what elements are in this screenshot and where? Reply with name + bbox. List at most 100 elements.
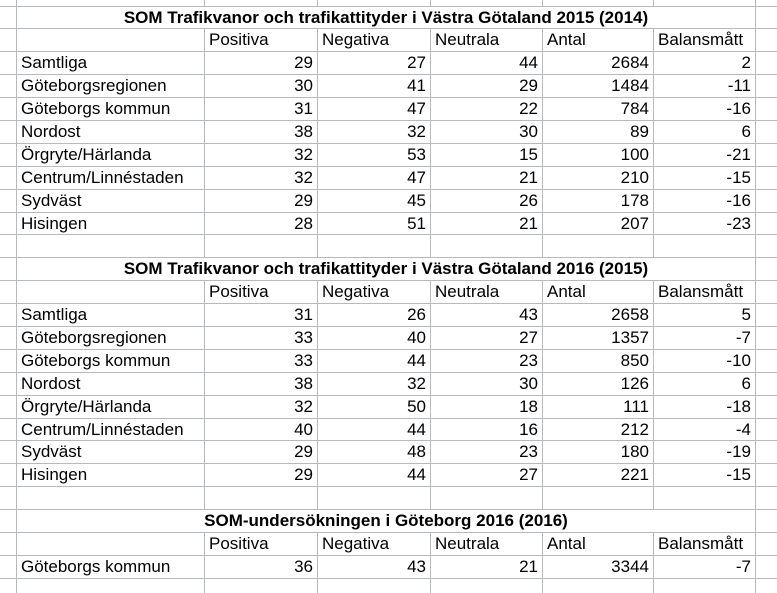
cell-neutrala[interactable]: 26 [431,189,543,212]
column-header-negativa[interactable]: Negativa [318,281,431,304]
cell-negativa[interactable]: 27 [318,52,431,75]
cell-neutrala[interactable]: 18 [431,395,543,418]
cell-balansmatt[interactable]: -16 [654,189,756,212]
column-header-balansmatt[interactable]: Balansmått [654,29,756,52]
cell-antal[interactable]: 2658 [543,304,654,326]
cell-positiva[interactable]: 31 [205,98,318,120]
cell-positiva[interactable]: 40 [205,418,318,441]
cell-negativa[interactable]: 32 [318,120,431,143]
cell-neutrala[interactable]: 21 [431,166,543,189]
cell-positiva[interactable]: 38 [205,120,318,143]
cell-negativa[interactable]: 53 [318,143,431,166]
cell-balansmatt[interactable]: -7 [654,326,756,349]
column-header-antal[interactable]: Antal [543,281,654,304]
cell-antal[interactable]: 180 [543,441,654,464]
row-label[interactable]: Centrum/Linnéstaden [17,418,205,441]
row-label[interactable]: Örgryte/Härlanda [17,395,205,418]
cell-neutrala[interactable]: 21 [431,212,543,235]
row-label[interactable]: Hisingen [17,212,205,235]
cell-balansmatt[interactable]: -4 [654,418,756,441]
cell-balansmatt[interactable]: -10 [654,349,756,372]
cell-balansmatt[interactable]: -18 [654,395,756,418]
cell-balansmatt[interactable]: -7 [654,555,756,578]
row-label[interactable]: Nordost [17,120,205,143]
cell-negativa[interactable]: 44 [318,464,431,487]
column-header-antal[interactable]: Antal [543,532,654,555]
cell-positiva[interactable]: 31 [205,304,318,326]
cell-negativa[interactable]: 41 [318,75,431,98]
cell-balansmatt[interactable]: -15 [654,166,756,189]
cell-negativa[interactable]: 32 [318,372,431,395]
cell-positiva[interactable]: 29 [205,189,318,212]
cell-antal[interactable]: 2684 [543,52,654,75]
cell-positiva[interactable]: 30 [205,75,318,98]
column-header-neutrala[interactable]: Neutrala [431,532,543,555]
cell-neutrala[interactable]: 29 [431,75,543,98]
cell-antal[interactable]: 100 [543,143,654,166]
column-header-balansmatt[interactable]: Balansmått [654,532,756,555]
cell-positiva[interactable]: 33 [205,349,318,372]
cell-balansmatt[interactable]: -21 [654,143,756,166]
cell-negativa[interactable]: 40 [318,326,431,349]
row-label[interactable]: Sydväst [17,441,205,464]
cell-positiva[interactable]: 32 [205,166,318,189]
cell-negativa[interactable]: 45 [318,189,431,212]
cell-antal[interactable]: 178 [543,189,654,212]
column-header-neutrala[interactable]: Neutrala [431,29,543,52]
cell-positiva[interactable]: 29 [205,52,318,75]
cell-balansmatt[interactable]: -16 [654,98,756,120]
row-label[interactable]: Samtliga [17,52,205,75]
column-header-negativa[interactable]: Negativa [318,532,431,555]
cell-neutrala[interactable]: 23 [431,349,543,372]
row-label[interactable]: Göteborgs kommun [17,555,205,578]
row-label[interactable]: Göteborgs kommun [17,98,205,120]
cell-antal[interactable]: 221 [543,464,654,487]
cell-balansmatt[interactable]: -23 [654,212,756,235]
column-header-antal[interactable]: Antal [543,29,654,52]
row-label[interactable]: Sydväst [17,189,205,212]
cell-negativa[interactable]: 47 [318,98,431,120]
cell-antal[interactable]: 1357 [543,326,654,349]
cell-positiva[interactable]: 32 [205,143,318,166]
cell-balansmatt[interactable]: 2 [654,52,756,75]
cell-balansmatt[interactable]: 6 [654,120,756,143]
cell-negativa[interactable]: 50 [318,395,431,418]
cell-neutrala[interactable]: 30 [431,372,543,395]
cell-antal[interactable]: 126 [543,372,654,395]
cell-neutrala[interactable]: 30 [431,120,543,143]
cell-balansmatt[interactable]: -19 [654,441,756,464]
cell-positiva[interactable]: 29 [205,464,318,487]
cell-negativa[interactable]: 48 [318,441,431,464]
cell-neutrala[interactable]: 21 [431,555,543,578]
cell-positiva[interactable]: 28 [205,212,318,235]
cell-positiva[interactable]: 36 [205,555,318,578]
row-label[interactable]: Nordost [17,372,205,395]
cell-neutrala[interactable]: 27 [431,464,543,487]
column-header-positiva[interactable]: Positiva [205,29,318,52]
cell-balansmatt[interactable]: 5 [654,304,756,326]
cell-balansmatt[interactable]: -11 [654,75,756,98]
row-label[interactable]: Hisingen [17,464,205,487]
cell-antal[interactable]: 850 [543,349,654,372]
row-label[interactable]: Örgryte/Härlanda [17,143,205,166]
cell-balansmatt[interactable]: -15 [654,464,756,487]
column-header-neutrala[interactable]: Neutrala [431,281,543,304]
cell-balansmatt[interactable]: 6 [654,372,756,395]
cell-antal[interactable]: 89 [543,120,654,143]
cell-antal[interactable]: 3344 [543,555,654,578]
cell-negativa[interactable]: 44 [318,349,431,372]
column-header-positiva[interactable]: Positiva [205,532,318,555]
cell-negativa[interactable]: 47 [318,166,431,189]
cell-antal[interactable]: 210 [543,166,654,189]
cell-neutrala[interactable]: 16 [431,418,543,441]
cell-antal[interactable]: 784 [543,98,654,120]
cell-negativa[interactable]: 51 [318,212,431,235]
cell-positiva[interactable]: 32 [205,395,318,418]
table-title[interactable]: SOM Trafikvanor och trafikattityder i Vä… [17,258,756,281]
table-title[interactable]: SOM-undersökningen i Göteborg 2016 (2016… [17,510,756,532]
row-label[interactable]: Samtliga [17,304,205,326]
cell-neutrala[interactable]: 15 [431,143,543,166]
cell-antal[interactable]: 207 [543,212,654,235]
cell-neutrala[interactable]: 44 [431,52,543,75]
cell-positiva[interactable]: 38 [205,372,318,395]
